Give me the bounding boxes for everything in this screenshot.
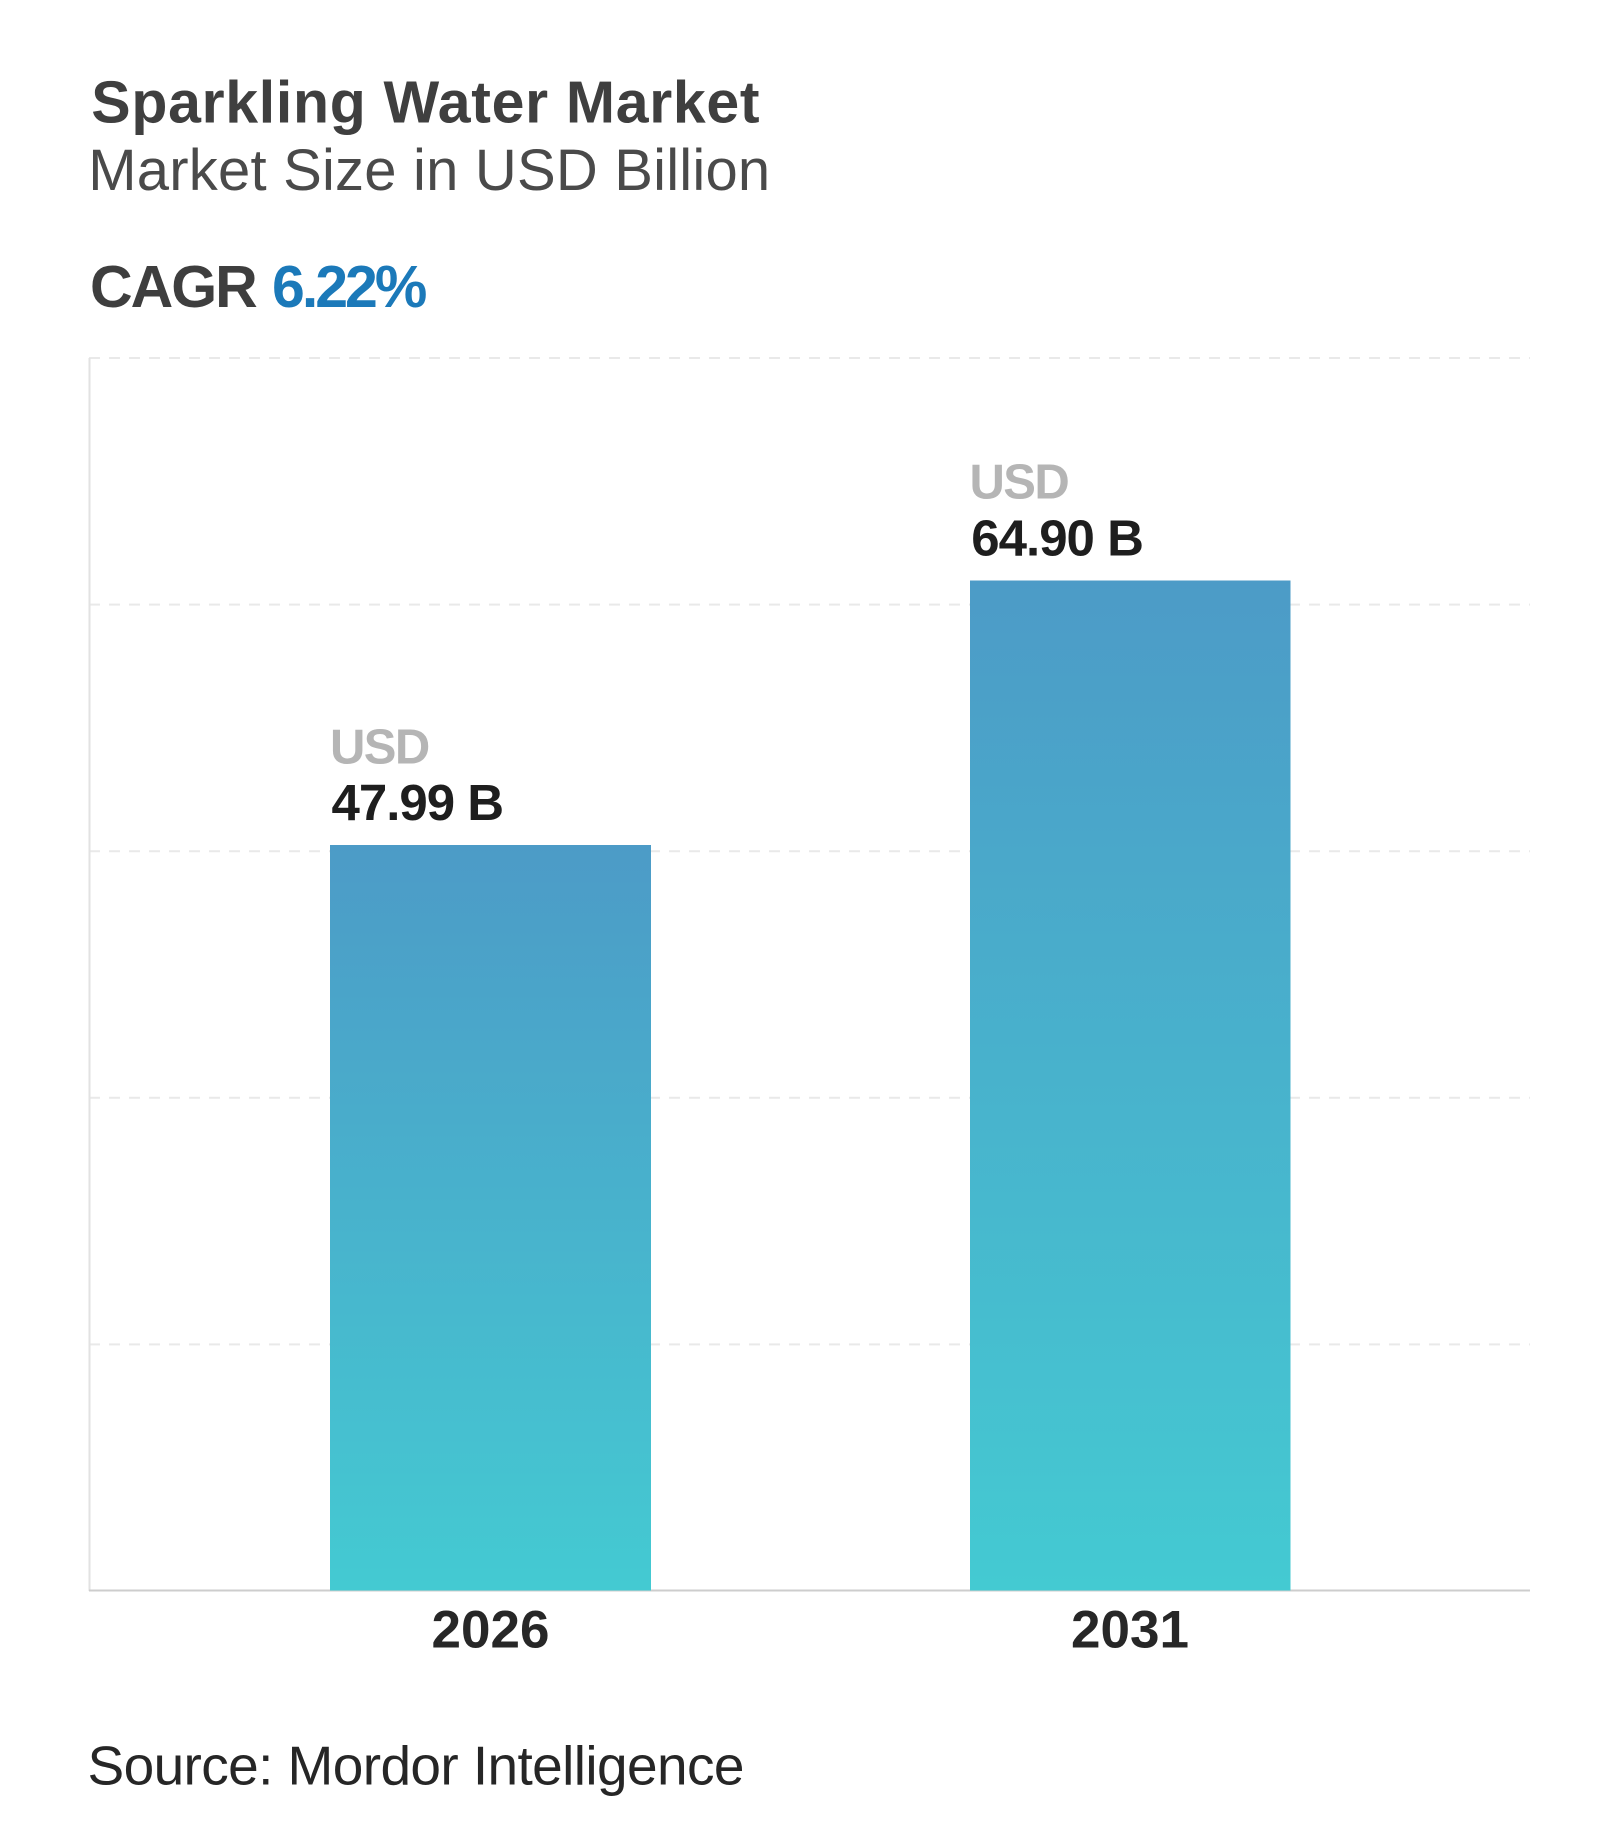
svg-text:47.99 B: 47.99 B [332, 774, 504, 831]
svg-text:64.90 B: 64.90 B [971, 510, 1143, 567]
svg-text:2031: 2031 [1071, 1600, 1189, 1659]
svg-text:6.22%: 6.22% [272, 254, 426, 320]
svg-text:USD: USD [970, 455, 1069, 509]
svg-text:USD: USD [330, 721, 429, 775]
svg-text:Market Size in USD Billion: Market Size in USD Billion [88, 138, 770, 203]
svg-text:Sparkling Water Market: Sparkling Water Market [91, 70, 760, 136]
svg-text:Source: Mordor Intelligence: Source: Mordor Intelligence [88, 1735, 744, 1797]
svg-text:2026: 2026 [432, 1600, 550, 1659]
svg-text:CAGR: CAGR [90, 254, 257, 320]
